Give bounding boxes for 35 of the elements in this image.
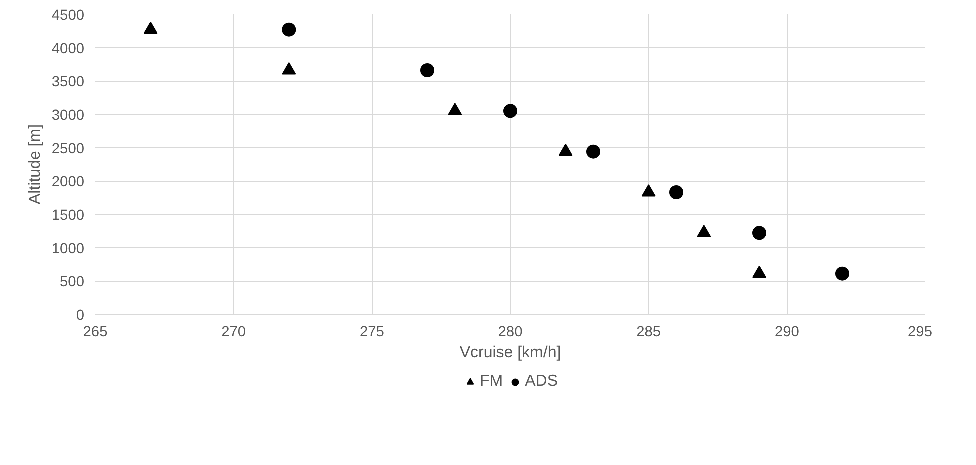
x-tick-label: 285 [636,324,662,340]
y-tick-label: 4000 [52,41,85,58]
x-tick-label: 290 [774,324,800,340]
legend-label: ADS [525,373,558,391]
point [836,266,850,281]
point [282,62,296,75]
point [504,104,518,118]
y-tick-label: 2500 [52,141,85,158]
point [144,22,158,34]
point [752,266,766,278]
point [558,144,573,156]
y-tick-label: 2000 [52,174,85,191]
y-tick-label: 4500 [52,8,85,24]
y-tick-label: 0 [76,308,85,324]
point [697,225,712,238]
y-tick-label: 1500 [52,208,85,224]
x-tick-label: 295 [908,324,933,340]
y-tick-label: 1000 [52,241,85,258]
y-tick-label: 3500 [52,74,85,91]
point [282,22,296,37]
legend-label: FM [480,373,504,391]
point [420,64,434,78]
x-tick-label: 280 [498,324,523,340]
x-tick-label: 265 [83,324,108,340]
point [586,144,600,159]
point [448,103,462,116]
x-tick-label: 270 [222,324,246,340]
point [752,226,766,240]
point [670,186,684,200]
y-tick-label: 500 [60,274,85,291]
x-tick-label: 275 [360,324,384,340]
x-axis-title: Vcruise [km/h] [460,344,562,362]
y-axis-title: Altitude [m] [26,124,44,205]
y-tick-label: 3000 [52,108,85,124]
point [642,184,656,197]
